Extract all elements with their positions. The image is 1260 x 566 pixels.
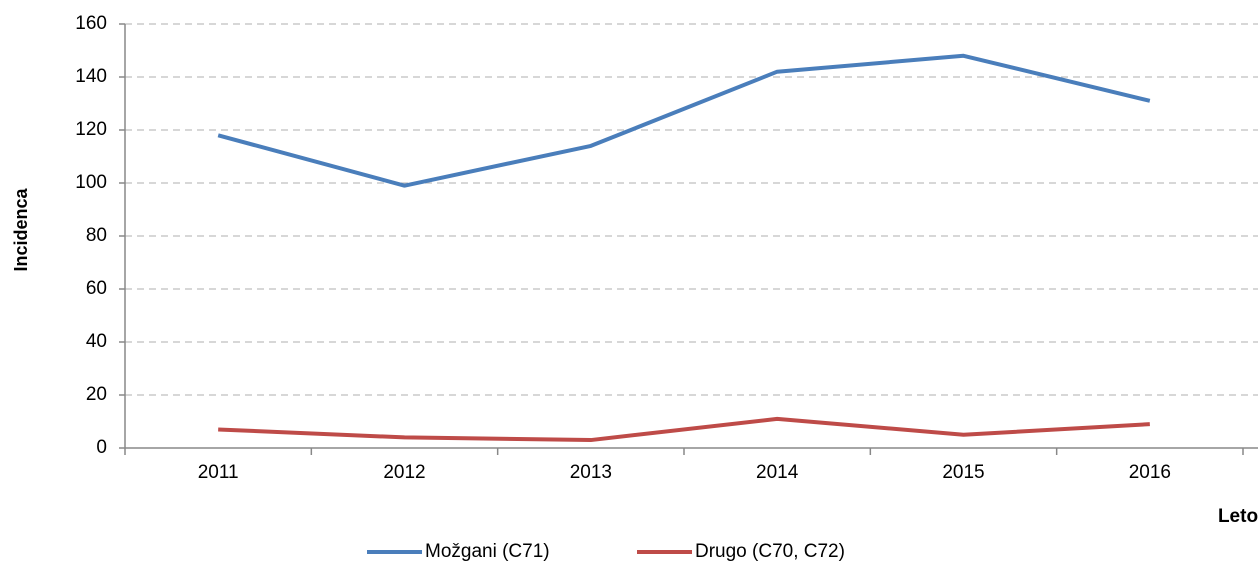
x-tick-label: 2012 (383, 462, 425, 483)
y-tick-label: 80 (86, 225, 107, 246)
x-tick-label: 2015 (942, 462, 984, 483)
y-tick-label: 40 (86, 331, 107, 352)
line-series (217, 53, 1151, 188)
y-tick-label: 60 (86, 278, 107, 299)
x-axis-label: Leto (1218, 506, 1258, 527)
x-tick-label: 2011 (198, 462, 239, 483)
y-tick-label: 160 (75, 13, 107, 34)
line-series (218, 416, 1150, 443)
x-tick-label: 2014 (756, 462, 799, 483)
y-tick-label: 140 (75, 66, 107, 87)
y-tick-label: 120 (75, 119, 107, 140)
y-tick-label: 0 (96, 437, 107, 458)
y-axis-label: Incidenca (11, 187, 31, 271)
x-tick-label: 2013 (570, 462, 612, 483)
y-tick-label: 100 (75, 172, 107, 193)
legend-label: Drugo (C70, C72) (695, 541, 845, 562)
y-tick-label: 20 (86, 384, 107, 405)
x-tick-label: 2016 (1129, 462, 1171, 483)
legend-label: Možgani (C71) (425, 541, 550, 562)
